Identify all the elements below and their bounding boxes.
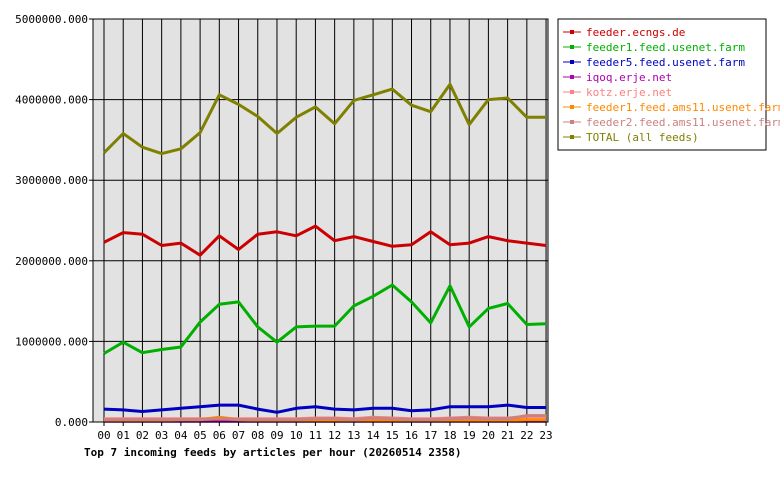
legend-swatch-marker (570, 30, 574, 34)
x-tick-label: 01 (117, 429, 130, 442)
x-tick-label: 03 (155, 429, 168, 442)
y-tick-label: 1000000.000 (15, 335, 88, 348)
legend-item: iqoq.erje.net (563, 71, 672, 84)
x-axis: 00 01 02 03 04 05 06 07 08 09 10 11 12 13 14 15 16 17 18 19… (97, 422, 553, 442)
x-tick-label: 12 (328, 429, 341, 442)
legend-item: TOTAL (all feeds) (563, 131, 699, 144)
y-axis: 0.000 1000000.000 2000000.000 3000000.000 40… (15, 13, 93, 429)
y-tick-label: 5000000.000 (15, 13, 88, 26)
legend-item: feeder5.feed.usenet.farm (563, 56, 745, 69)
x-tick-label: 21 (501, 429, 514, 442)
x-tick-label: 08 (251, 429, 264, 442)
legend-label: TOTAL (all feeds) (586, 131, 699, 144)
x-tick-label: 17 (424, 429, 437, 442)
legend-swatch-marker (570, 120, 574, 124)
legend-label: feeder1.feed.usenet.farm (586, 41, 745, 54)
y-tick-label: 0.000 (55, 416, 88, 429)
series-line-7 (104, 414, 547, 422)
plot-border (92, 18, 549, 423)
x-tick-label: 02 (136, 429, 149, 442)
x-tick-label: 13 (347, 429, 360, 442)
x-tick-label: 16 (405, 429, 418, 442)
x-tick-label: 09 (270, 429, 283, 442)
series-line-2 (103, 283, 547, 355)
legend-item: feeder1.feed.usenet.farm (563, 41, 745, 54)
legend-label: iqoq.erje.net (586, 71, 672, 84)
legend-label: feeder2.feed.ams11.usenet.farm (586, 116, 780, 129)
x-tick-label: 20 (482, 429, 495, 442)
legend-label: feeder.ecngs.de (586, 26, 685, 39)
legend-swatch-marker (570, 90, 574, 94)
x-tick-label: 14 (366, 429, 380, 442)
legend-swatch-marker (570, 60, 574, 64)
legend-box (557, 18, 767, 151)
series-line-1 (103, 224, 547, 257)
legend-item: feeder2.feed.ams11.usenet.farm (563, 116, 780, 129)
grid-lines (93, 18, 548, 423)
legend-item: feeder1.feed.ams11.usenet.farm (563, 101, 780, 114)
x-tick-label: 07 (232, 429, 245, 442)
chart-title: Top 7 incoming feeds by articles per hou… (84, 446, 462, 459)
legend-item: feeder.ecngs.de (563, 26, 685, 39)
plot-background (93, 19, 548, 422)
y-tick-label: 4000000.000 (15, 94, 88, 107)
x-tick-label: 19 (463, 429, 476, 442)
y-tick-label: 2000000.000 (15, 255, 88, 268)
legend: feeder.ecngs.de feeder1.feed.usenet.farm f… (563, 26, 780, 144)
x-tick-label: 04 (174, 429, 188, 442)
x-tick-label: 23 (539, 429, 552, 442)
legend-swatch-marker (570, 105, 574, 109)
legend-swatch-marker (570, 135, 574, 139)
legend-label: feeder1.feed.ams11.usenet.farm (586, 101, 780, 114)
x-tick-label: 00 (97, 429, 110, 442)
legend-label: kotz.erje.net (586, 86, 672, 99)
legend-label: feeder5.feed.usenet.farm (586, 56, 745, 69)
series-line-3 (103, 403, 547, 414)
legend-swatch-marker (570, 45, 574, 49)
x-tick-label: 18 (443, 429, 456, 442)
y-tick-label: 3000000.000 (15, 174, 88, 187)
x-tick-label: 11 (309, 429, 322, 442)
x-tick-label: 15 (386, 429, 399, 442)
x-tick-label: 10 (290, 429, 303, 442)
x-tick-label: 06 (213, 429, 226, 442)
x-tick-label: 05 (193, 429, 206, 442)
series-line-8 (102, 82, 547, 156)
x-tick-label: 22 (520, 429, 533, 442)
legend-item: kotz.erje.net (563, 86, 672, 99)
series-lines (102, 82, 547, 423)
legend-swatch-marker (570, 75, 574, 79)
